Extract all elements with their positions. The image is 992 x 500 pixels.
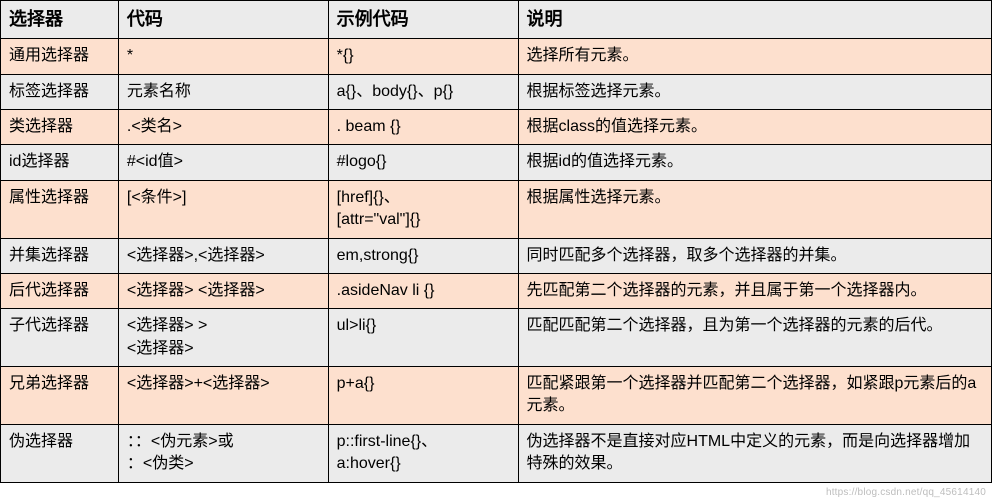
table-row: 伪选择器：：<伪元素>或：<伪类>p::first-line{}、a:hover…: [1, 424, 992, 482]
table-cell: 根据属性选择元素。: [518, 180, 991, 238]
table-cell: <选择器> ><选择器>: [118, 309, 328, 367]
table-cell: [<条件>]: [118, 180, 328, 238]
table-cell: 兄弟选择器: [1, 367, 119, 425]
table-row: 通用选择器**{}选择所有元素。: [1, 39, 992, 74]
table-cell: .asideNav li {}: [328, 273, 518, 308]
table-cell: <选择器>,<选择器>: [118, 238, 328, 273]
table-cell: 先匹配第二个选择器的元素，并且属于第一个选择器内。: [518, 273, 991, 308]
table-cell: #<id值>: [118, 145, 328, 180]
table-row: 并集选择器<选择器>,<选择器>em,strong{}同时匹配多个选择器，取多个…: [1, 238, 992, 273]
table-cell: .<类名>: [118, 109, 328, 144]
table-cell: 根据标签选择元素。: [518, 74, 991, 109]
table-cell: 通用选择器: [1, 39, 119, 74]
table-cell: 并集选择器: [1, 238, 119, 273]
table-cell: id选择器: [1, 145, 119, 180]
table-row: 属性选择器[<条件>][href]{}、[attr="val"]{}根据属性选择…: [1, 180, 992, 238]
table-cell: 子代选择器: [1, 309, 119, 367]
table-cell: 匹配匹配第二个选择器，且为第一个选择器的元素的后代。: [518, 309, 991, 367]
table-cell: 根据id的值选择元素。: [518, 145, 991, 180]
table-cell: p+a{}: [328, 367, 518, 425]
table-cell: 同时匹配多个选择器，取多个选择器的并集。: [518, 238, 991, 273]
table-cell: 类选择器: [1, 109, 119, 144]
table-cell: 属性选择器: [1, 180, 119, 238]
table-row: 标签选择器元素名称a{}、body{}、p{}根据标签选择元素。: [1, 74, 992, 109]
table-row: 兄弟选择器<选择器>+<选择器> p+a{}匹配紧跟第一个选择器并匹配第二个选择…: [1, 367, 992, 425]
table-row: 后代选择器<选择器> <选择器>.asideNav li {}先匹配第二个选择器…: [1, 273, 992, 308]
table-row: id选择器#<id值>#logo{}根据id的值选择元素。: [1, 145, 992, 180]
table-cell: <选择器>+<选择器>: [118, 367, 328, 425]
table-cell: ：：<伪元素>或：<伪类>: [118, 424, 328, 482]
selectors-table: 选择器 代码 示例代码 说明 通用选择器**{}选择所有元素。标签选择器元素名称…: [0, 0, 992, 483]
table-cell: . beam {}: [328, 109, 518, 144]
table-row: 类选择器.<类名>. beam {}根据class的值选择元素。: [1, 109, 992, 144]
table-row: 子代选择器<选择器> ><选择器>ul>li{}匹配匹配第二个选择器，且为第一个…: [1, 309, 992, 367]
table-cell: 匹配紧跟第一个选择器并匹配第二个选择器，如紧跟p元素后的a元素。: [518, 367, 991, 425]
table-cell: #logo{}: [328, 145, 518, 180]
table-cell: <选择器> <选择器>: [118, 273, 328, 308]
table-header-row: 选择器 代码 示例代码 说明: [1, 1, 992, 39]
table-cell: 伪选择器不是直接对应HTML中定义的元素，而是向选择器增加特殊的效果。: [518, 424, 991, 482]
table-cell: 元素名称: [118, 74, 328, 109]
table-cell: 伪选择器: [1, 424, 119, 482]
table-cell: 根据class的值选择元素。: [518, 109, 991, 144]
table-cell: 标签选择器: [1, 74, 119, 109]
table-cell: 选择所有元素。: [518, 39, 991, 74]
col-header-desc: 说明: [518, 1, 991, 39]
watermark: https://blog.csdn.net/qq_45614140: [826, 487, 986, 498]
col-header-selector: 选择器: [1, 1, 119, 39]
table-cell: em,strong{}: [328, 238, 518, 273]
table-cell: *{}: [328, 39, 518, 74]
table-cell: 后代选择器: [1, 273, 119, 308]
col-header-example: 示例代码: [328, 1, 518, 39]
table-cell: a{}、body{}、p{}: [328, 74, 518, 109]
table-cell: *: [118, 39, 328, 74]
table-cell: ul>li{}: [328, 309, 518, 367]
col-header-code: 代码: [118, 1, 328, 39]
table-cell: [href]{}、[attr="val"]{}: [328, 180, 518, 238]
table-cell: p::first-line{}、a:hover{}: [328, 424, 518, 482]
